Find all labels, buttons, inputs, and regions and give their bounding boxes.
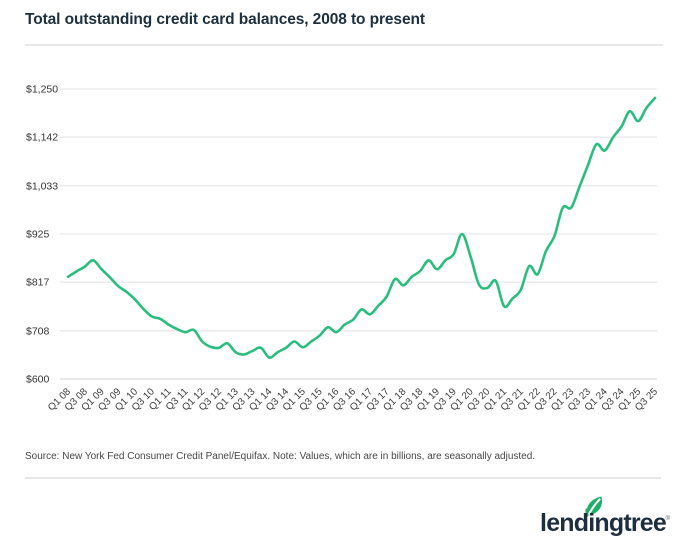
title-divider <box>25 44 663 46</box>
y-axis-tick-label: $1,033 <box>26 180 58 192</box>
y-axis-tick-label: $708 <box>26 325 50 337</box>
lendingtree-logo: lendingtree ® <box>470 494 670 542</box>
balance-line-series <box>66 96 657 359</box>
y-axis-tick-label: $817 <box>26 277 50 289</box>
page-title: Total outstanding credit card balances, … <box>25 11 425 28</box>
leaf-icon <box>585 496 603 517</box>
y-axis-tick-label: $1,142 <box>26 132 58 144</box>
y-axis-tick-label: $925 <box>26 229 50 241</box>
logo-wordmark: lendingtree <box>540 509 667 537</box>
source-note: Source: New York Fed Consumer Credit Pan… <box>25 451 536 462</box>
footer-divider <box>25 477 661 479</box>
y-axis-tick-label: $1,250 <box>26 84 58 96</box>
trademark-mark: ® <box>665 516 670 522</box>
y-axis-tick-label: $600 <box>26 374 50 386</box>
